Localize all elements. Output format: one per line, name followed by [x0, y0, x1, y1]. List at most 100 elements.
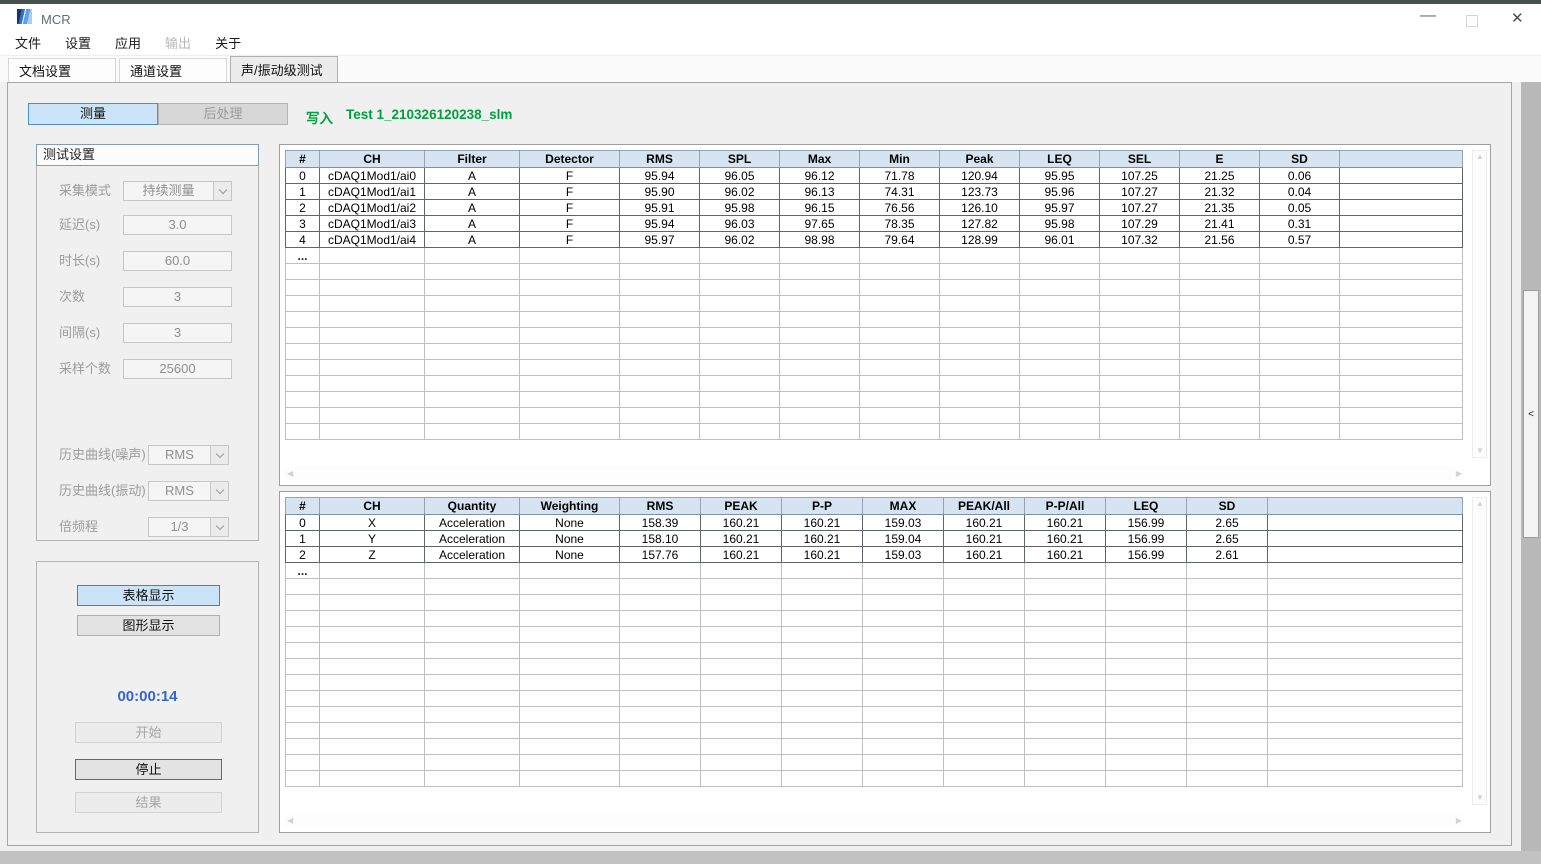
- column-header[interactable]: CH: [319, 497, 425, 515]
- sample-count-input[interactable]: 25600: [123, 359, 232, 379]
- column-header[interactable]: PEAK: [700, 497, 782, 515]
- table-row[interactable]: 4 cDAQ1Mod1/ai4 A F 95.97 96.02 98.98 79.64 128.…: [285, 231, 1463, 248]
- scroll-right-icon[interactable]: ▶: [1455, 816, 1462, 825]
- column-header[interactable]: #: [285, 497, 320, 515]
- table-row[interactable]: [285, 642, 1463, 659]
- table-row[interactable]: [285, 327, 1463, 344]
- column-header[interactable]: LEQ: [1019, 150, 1100, 168]
- table-row[interactable]: 0 cDAQ1Mod1/ai0 A F 95.94 96.05 96.12 71.78 120.…: [285, 167, 1463, 184]
- table-row[interactable]: 2 Z Acceleration None 157.76 160.21 160.21 159.…: [285, 546, 1463, 563]
- table-display-button[interactable]: 表格显示: [77, 585, 220, 606]
- menu-item-file[interactable]: 文件: [15, 36, 42, 51]
- table-row[interactable]: [285, 594, 1463, 611]
- chevron-down-icon[interactable]: [210, 482, 228, 500]
- column-header[interactable]: Detector: [519, 150, 620, 168]
- column-header[interactable]: CH: [319, 150, 425, 168]
- column-header[interactable]: Min: [859, 150, 940, 168]
- column-header[interactable]: SD: [1186, 497, 1268, 515]
- measure-tab-button[interactable]: 测量: [28, 103, 158, 125]
- chevron-down-icon[interactable]: [213, 182, 231, 200]
- table-row[interactable]: [285, 722, 1463, 739]
- column-header[interactable]: Weighting: [519, 497, 620, 515]
- column-header[interactable]: LEQ: [1105, 497, 1187, 515]
- chevron-down-icon[interactable]: [210, 446, 228, 464]
- start-button[interactable]: 开始: [75, 722, 222, 743]
- horizontal-scrollbar[interactable]: ◀ ▶: [285, 467, 1464, 481]
- table-row[interactable]: [285, 706, 1463, 723]
- table-row[interactable]: [285, 626, 1463, 643]
- menu-item-apply[interactable]: 应用: [115, 36, 142, 51]
- graph-display-button[interactable]: 图形显示: [77, 615, 220, 636]
- tab-channel-settings[interactable]: 通道设置: [119, 58, 227, 82]
- column-header[interactable]: Filter: [424, 150, 520, 168]
- table-row[interactable]: 3 cDAQ1Mod1/ai3 A F 95.94 96.03 97.65 78.35 127.…: [285, 215, 1463, 232]
- scroll-down-icon[interactable]: ▼: [1476, 793, 1484, 802]
- table-row[interactable]: [285, 407, 1463, 424]
- column-header[interactable]: E: [1179, 150, 1260, 168]
- close-button[interactable]: ✕: [1511, 10, 1524, 27]
- horizontal-scrollbar[interactable]: ◀ ▶: [285, 814, 1464, 828]
- acquisition-mode-dropdown[interactable]: 持续测量: [123, 181, 232, 201]
- table-row[interactable]: 2 cDAQ1Mod1/ai2 A F 95.91 95.98 96.15 76.56 126.…: [285, 199, 1463, 216]
- table-row[interactable]: [285, 738, 1463, 755]
- delay-s-input[interactable]: 3.0: [123, 215, 232, 235]
- column-header[interactable]: Peak: [939, 150, 1020, 168]
- table-row[interactable]: [285, 674, 1463, 691]
- column-header[interactable]: MAX: [862, 497, 944, 515]
- scroll-left-icon[interactable]: ◀: [287, 469, 294, 478]
- table-row[interactable]: 1 cDAQ1Mod1/ai1 A F 95.90 96.02 96.13 74.31 123.…: [285, 183, 1463, 200]
- table-row[interactable]: [285, 754, 1463, 771]
- scroll-down-icon[interactable]: ▼: [1476, 446, 1484, 455]
- octave-band-dropdown[interactable]: 1/3: [148, 517, 229, 537]
- table-row[interactable]: [285, 423, 1463, 440]
- tab-document-settings[interactable]: 文档设置: [8, 58, 116, 82]
- table-row[interactable]: 0 X Acceleration None 158.39 160.21 160.21 159.…: [285, 514, 1463, 531]
- menu-item-settings[interactable]: 设置: [65, 36, 92, 51]
- table-row[interactable]: ...: [285, 247, 1463, 264]
- stop-button[interactable]: 停止: [75, 759, 222, 780]
- result-button[interactable]: 结果: [75, 792, 222, 813]
- interval-s-input[interactable]: 3: [123, 323, 232, 343]
- table-row[interactable]: [285, 658, 1463, 675]
- column-header[interactable]: Max: [779, 150, 860, 168]
- history-curve-noise-dropdown[interactable]: RMS: [148, 445, 229, 465]
- table-row[interactable]: [285, 279, 1463, 296]
- column-header[interactable]: PEAK/All: [943, 497, 1025, 515]
- scroll-up-icon[interactable]: ▲: [1476, 499, 1484, 508]
- history-curve-vibration-dropdown[interactable]: RMS: [148, 481, 229, 501]
- minimize-button[interactable]: —: [1420, 7, 1436, 24]
- table-row[interactable]: [285, 295, 1463, 312]
- vertical-scrollbar[interactable]: ▲ ▼: [1472, 497, 1487, 805]
- menu-item-output[interactable]: 输出: [165, 36, 192, 51]
- column-header[interactable]: SPL: [699, 150, 780, 168]
- scroll-right-icon[interactable]: ▶: [1455, 469, 1462, 478]
- table-row[interactable]: [285, 578, 1463, 595]
- side-panel-collapse-button[interactable]: <: [1523, 290, 1539, 538]
- table-row[interactable]: 1 Y Acceleration None 158.10 160.21 160.21 159.…: [285, 530, 1463, 547]
- table-row[interactable]: [285, 311, 1463, 328]
- count-input[interactable]: 3: [123, 287, 232, 307]
- post-process-tab-button[interactable]: 后处理: [158, 103, 288, 125]
- chevron-down-icon[interactable]: [210, 518, 228, 536]
- scroll-left-icon[interactable]: ◀: [287, 816, 294, 825]
- table-row[interactable]: [285, 359, 1463, 376]
- tab-sound-vibration-test[interactable]: 声/振动级测试: [230, 56, 338, 82]
- scroll-up-icon[interactable]: ▲: [1476, 152, 1484, 161]
- vertical-scrollbar[interactable]: ▲ ▼: [1472, 150, 1487, 458]
- table-row[interactable]: [285, 770, 1463, 787]
- column-header[interactable]: #: [285, 150, 320, 168]
- table-row[interactable]: ...: [285, 562, 1463, 579]
- table-row[interactable]: [285, 375, 1463, 392]
- table-row[interactable]: [285, 610, 1463, 627]
- table-row[interactable]: [285, 263, 1463, 280]
- maximize-button[interactable]: [1466, 15, 1478, 27]
- column-header[interactable]: RMS: [619, 497, 701, 515]
- table-row[interactable]: [285, 391, 1463, 408]
- column-header[interactable]: Quantity: [424, 497, 520, 515]
- duration-s-input[interactable]: 60.0: [123, 251, 232, 271]
- menu-item-about[interactable]: 关于: [215, 36, 242, 51]
- table-row[interactable]: [285, 690, 1463, 707]
- column-header[interactable]: P-P/All: [1024, 497, 1106, 515]
- column-header[interactable]: SEL: [1099, 150, 1180, 168]
- column-header[interactable]: RMS: [619, 150, 700, 168]
